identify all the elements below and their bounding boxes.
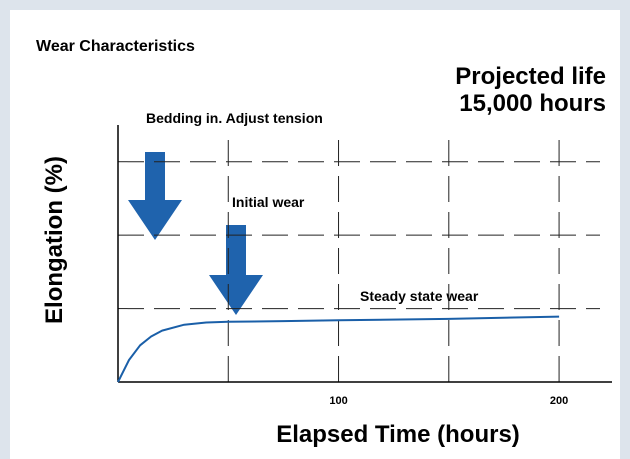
data-line: [117, 315, 560, 383]
panel: [10, 10, 620, 459]
annotation: Initial wear: [232, 194, 305, 210]
x-tick-label: 100: [329, 395, 347, 407]
arrow: [209, 225, 263, 315]
annotation: Bedding in. Adjust tension: [146, 110, 323, 126]
projection-line: 15,000 hours: [459, 90, 606, 117]
chart-title: Wear Characteristics: [36, 38, 195, 55]
arrow: [128, 152, 182, 240]
projection-line: Projected life: [455, 63, 606, 90]
y-axis-label: Elongation (%): [41, 156, 68, 324]
x-tick-label: 200: [550, 395, 568, 407]
x-axis-label: Elapsed Time (hours): [276, 421, 520, 448]
annotation: Steady state wear: [360, 288, 479, 304]
